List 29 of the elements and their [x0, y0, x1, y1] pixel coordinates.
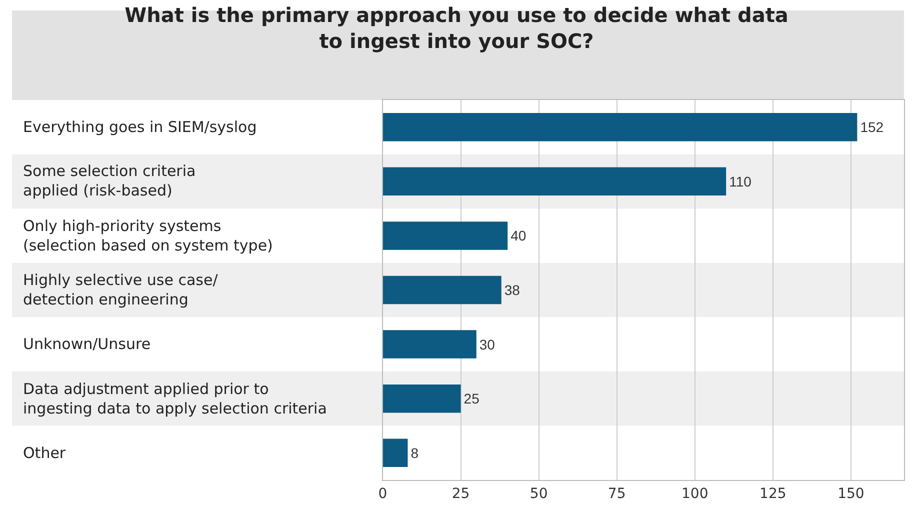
y-tick-label: Everything goes in SIEM/syslog	[23, 118, 257, 136]
data-label: 8	[410, 444, 419, 461]
x-tick-label: 50	[530, 486, 548, 502]
data-label: 25	[464, 390, 480, 407]
y-tick-label: Unknown/Unsure	[23, 335, 151, 353]
x-tick-label: 0	[378, 486, 388, 502]
bar	[382, 330, 476, 358]
chart-title: What is the primary approach you use to decide what data to ingest into your SOC?	[124, 3, 788, 53]
y-tick-label: Only high-priority systems (selection based on system type)	[23, 217, 273, 254]
bar	[382, 167, 726, 196]
bar	[382, 384, 461, 413]
y-tick-label: Highly selective use case/ detection engineering	[23, 271, 219, 308]
data-label: 30	[479, 336, 496, 352]
bar	[382, 438, 408, 467]
x-tick-label: 150	[838, 486, 864, 502]
bar	[382, 113, 858, 142]
bar	[382, 222, 508, 250]
data-label: 152	[860, 119, 884, 136]
x-tick-label: 75	[608, 486, 626, 502]
bar	[382, 276, 502, 304]
x-tick-label: 125	[760, 486, 786, 502]
y-tick-label: Data adjustment applied prior to ingesting data to apply selection criteria	[23, 380, 327, 418]
y-tick-label: Other	[23, 444, 66, 462]
data-label: 38	[504, 282, 520, 298]
x-tick-label: 100	[682, 486, 708, 502]
data-label: 40	[510, 228, 526, 244]
data-label: 110	[729, 173, 752, 190]
x-tick-label: 25	[452, 486, 470, 502]
y-tick-label: Some selection criteria applied (risk-based)	[23, 162, 196, 200]
